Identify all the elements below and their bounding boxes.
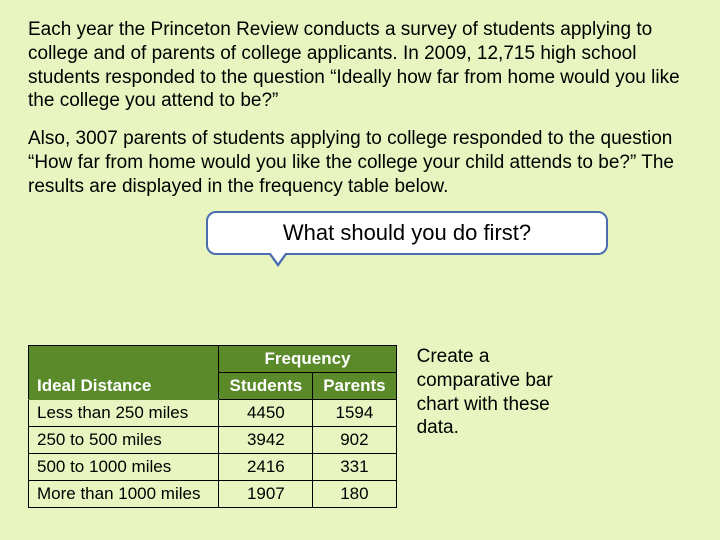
row-label: Less than 250 miles [29, 400, 219, 427]
lower-content: Ideal Distance Frequency Students Parent… [28, 345, 562, 508]
cell-students: 3942 [219, 427, 313, 454]
cell-students: 4450 [219, 400, 313, 427]
prompt-callout: What should you do first? [206, 211, 608, 255]
cell-parents: 180 [313, 481, 396, 508]
frequency-table: Ideal Distance Frequency Students Parent… [28, 345, 397, 508]
cell-students: 1907 [219, 481, 313, 508]
sidenote-text: Create a comparative bar chart with thes… [417, 345, 562, 440]
row-header: Ideal Distance [29, 346, 219, 400]
prompt-callout-text: What should you do first? [283, 220, 531, 246]
col-parents: Parents [313, 373, 396, 400]
table-row: 500 to 1000 miles 2416 331 [29, 454, 397, 481]
cell-parents: 902 [313, 427, 396, 454]
cell-parents: 1594 [313, 400, 396, 427]
intro-paragraph-2: Also, 3007 parents of students applying … [28, 127, 692, 198]
col-students: Students [219, 373, 313, 400]
cell-parents: 331 [313, 454, 396, 481]
intro-paragraph-1: Each year the Princeton Review conducts … [28, 18, 692, 113]
frequency-header: Frequency [219, 346, 396, 373]
table-row: More than 1000 miles 1907 180 [29, 481, 397, 508]
cell-students: 2416 [219, 454, 313, 481]
table-row: Less than 250 miles 4450 1594 [29, 400, 397, 427]
row-label: 500 to 1000 miles [29, 454, 219, 481]
row-label: 250 to 500 miles [29, 427, 219, 454]
row-label: More than 1000 miles [29, 481, 219, 508]
table-row: 250 to 500 miles 3942 902 [29, 427, 397, 454]
